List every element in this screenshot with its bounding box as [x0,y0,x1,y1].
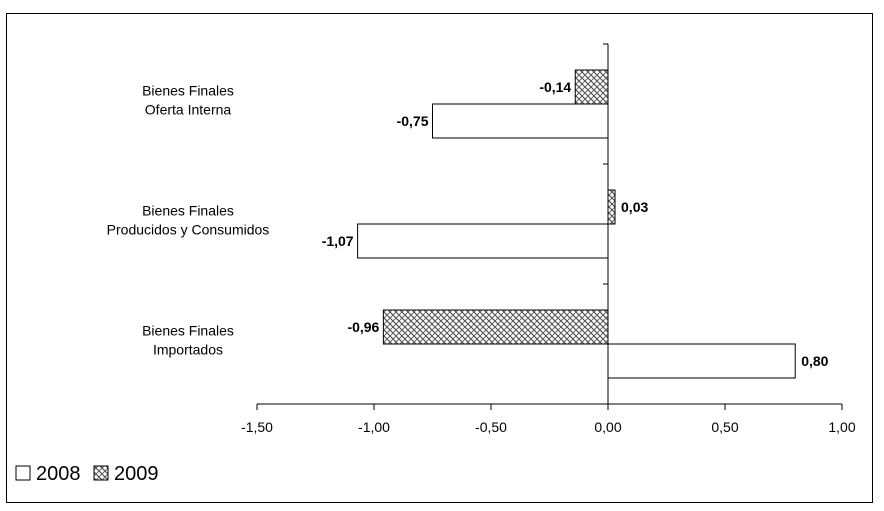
category-label: Oferta Interna [145,102,232,118]
category-label: Producidos y Consumidos [107,222,270,238]
legend-swatch-2009 [93,465,109,481]
x-tick-label: -1,00 [358,419,390,435]
bar-2009 [574,69,609,105]
bar-2008 [432,103,609,139]
x-tick-label: -0,50 [475,419,507,435]
data-label: 0,03 [621,199,648,215]
data-label: -0,75 [397,113,429,129]
data-label: -1,07 [322,233,354,249]
x-tick-label: 0,50 [711,419,738,435]
bar-2008 [357,223,609,259]
category-labels: Bienes Finales Oferta Interna Bienes Final… [107,83,270,358]
bars: -0,14 -0,75 0,03 -1,07 -0,96 0,80 [322,69,829,379]
category-label: Bienes Finales [142,323,234,339]
category-label: Bienes Finales [142,203,234,219]
bar-2009 [607,189,616,225]
legend-swatch-2008 [15,465,31,481]
x-tick-label: 1,00 [828,419,855,435]
legend-label-2008: 2008 [36,463,81,485]
bar-2008 [607,343,796,379]
category-label: Bienes Finales [142,83,234,99]
data-label: 0,80 [801,353,828,369]
data-label: -0,96 [347,319,379,335]
legend: 2008 2009 [15,463,159,485]
x-tick-label: -1,50 [241,419,273,435]
legend-label-2009: 2009 [114,463,159,485]
data-label: -0,14 [539,79,571,95]
x-tick-label: 0,00 [594,419,621,435]
bar-2009 [382,309,609,345]
category-label: Importados [153,342,223,358]
